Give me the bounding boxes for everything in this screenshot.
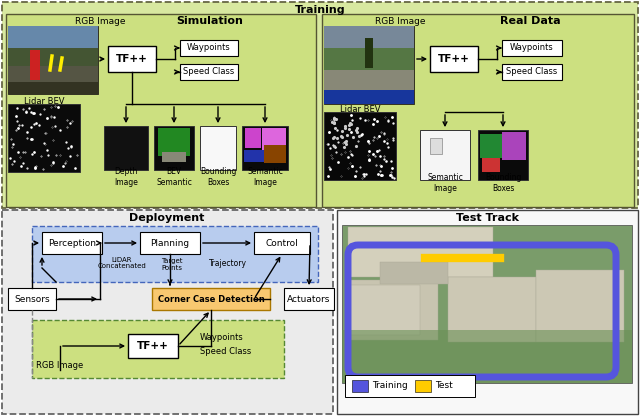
- Bar: [2, 2, 638, 208]
- Bar: [322, 14, 634, 207]
- Text: Test: Test: [435, 381, 452, 391]
- Bar: [430, 138, 442, 154]
- Bar: [140, 232, 200, 254]
- Text: Bounding
Boxes: Bounding Boxes: [485, 173, 521, 193]
- Text: Perception: Perception: [48, 238, 96, 248]
- Bar: [348, 227, 493, 277]
- Bar: [8, 82, 98, 94]
- Text: Trajectory: Trajectory: [209, 258, 247, 267]
- Text: Test Track: Test Track: [456, 213, 518, 223]
- Bar: [284, 288, 334, 310]
- Bar: [337, 210, 638, 414]
- Text: Bounding
Boxes: Bounding Boxes: [200, 167, 236, 187]
- Text: Semantic
Image: Semantic Image: [247, 167, 283, 187]
- Text: RGB Image: RGB Image: [375, 17, 425, 25]
- Bar: [502, 132, 526, 160]
- Bar: [8, 66, 98, 94]
- Text: RGB Image: RGB Image: [75, 17, 125, 25]
- Bar: [154, 126, 194, 170]
- Bar: [352, 380, 368, 392]
- Bar: [502, 40, 562, 56]
- Text: Actuators: Actuators: [287, 295, 331, 304]
- Bar: [180, 64, 238, 80]
- Bar: [200, 126, 236, 170]
- Text: Waypoints: Waypoints: [187, 44, 231, 52]
- Bar: [42, 232, 102, 254]
- Bar: [324, 48, 414, 70]
- Bar: [345, 375, 475, 397]
- Text: RGB Image: RGB Image: [36, 362, 84, 371]
- Text: Target
Points: Target Points: [161, 258, 183, 272]
- Bar: [180, 40, 238, 56]
- Text: Lidar BEV: Lidar BEV: [340, 106, 380, 114]
- Bar: [158, 128, 190, 156]
- Bar: [32, 320, 284, 378]
- Text: Corner Case Detection: Corner Case Detection: [157, 295, 264, 304]
- Text: TF++: TF++: [438, 54, 470, 64]
- Bar: [245, 128, 261, 148]
- Bar: [244, 150, 264, 162]
- Bar: [2, 210, 333, 414]
- Text: LiDAR
Concatenated: LiDAR Concatenated: [98, 257, 147, 270]
- Text: Control: Control: [266, 238, 298, 248]
- Bar: [264, 145, 286, 163]
- Bar: [30, 50, 40, 80]
- Bar: [104, 126, 148, 170]
- Bar: [8, 26, 98, 94]
- Bar: [262, 128, 286, 152]
- Text: Deployment: Deployment: [129, 213, 205, 223]
- Bar: [32, 226, 318, 282]
- Bar: [152, 288, 270, 310]
- Bar: [108, 46, 156, 72]
- Bar: [8, 26, 98, 48]
- Bar: [324, 26, 414, 104]
- Text: Training: Training: [294, 5, 346, 15]
- Text: Speed Class: Speed Class: [506, 67, 557, 77]
- Text: Planning: Planning: [150, 238, 189, 248]
- Bar: [350, 285, 420, 335]
- Bar: [324, 70, 414, 90]
- Bar: [365, 38, 373, 68]
- Bar: [536, 270, 624, 342]
- Bar: [324, 26, 414, 48]
- Bar: [8, 48, 98, 66]
- Text: Real Data: Real Data: [500, 16, 560, 26]
- Text: Simulation: Simulation: [177, 16, 243, 26]
- Bar: [254, 232, 310, 254]
- Bar: [128, 334, 178, 358]
- Text: BEV
Semantic: BEV Semantic: [156, 167, 192, 187]
- Bar: [480, 134, 502, 158]
- Bar: [380, 262, 448, 284]
- Bar: [162, 152, 186, 162]
- Bar: [324, 112, 396, 180]
- Bar: [415, 380, 431, 392]
- Text: Semantic
Image: Semantic Image: [427, 173, 463, 193]
- Bar: [6, 14, 316, 207]
- Bar: [242, 126, 288, 170]
- Bar: [348, 280, 438, 340]
- Text: Waypoints: Waypoints: [200, 334, 244, 342]
- Text: TF++: TF++: [137, 341, 169, 351]
- Bar: [430, 46, 478, 72]
- Text: TF++: TF++: [116, 54, 148, 64]
- Bar: [324, 90, 414, 104]
- Bar: [482, 158, 500, 172]
- Text: Speed Class: Speed Class: [184, 67, 235, 77]
- Bar: [448, 277, 536, 342]
- Text: Waypoints: Waypoints: [510, 44, 554, 52]
- Text: Training: Training: [372, 381, 408, 391]
- Bar: [342, 225, 632, 383]
- Text: Speed Class: Speed Class: [200, 347, 252, 357]
- Text: Sensors: Sensors: [14, 295, 50, 304]
- Text: Depth
Image: Depth Image: [114, 167, 138, 187]
- Bar: [502, 64, 562, 80]
- Bar: [478, 130, 528, 180]
- Bar: [8, 288, 56, 310]
- Bar: [420, 130, 470, 180]
- Text: Lidar BEV: Lidar BEV: [24, 97, 64, 106]
- Bar: [342, 330, 632, 383]
- Bar: [8, 104, 80, 172]
